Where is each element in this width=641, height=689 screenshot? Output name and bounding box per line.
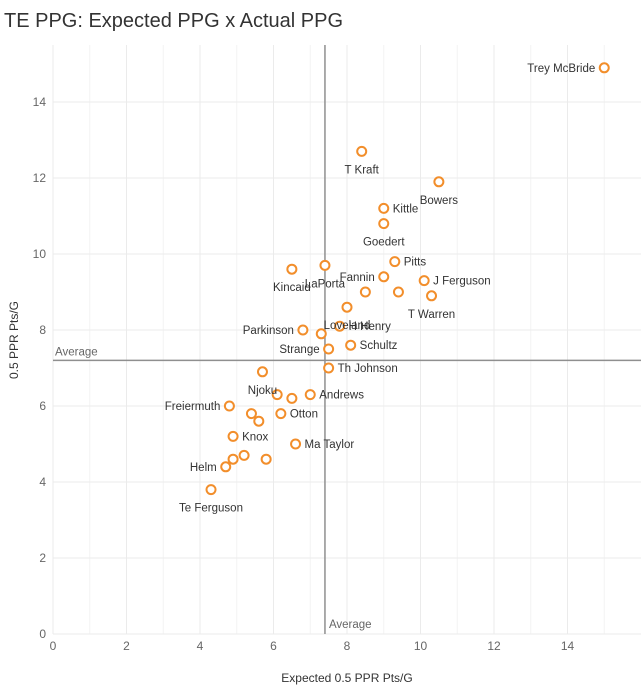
data-point bbox=[256, 366, 268, 378]
data-point bbox=[378, 202, 390, 214]
x-tick-label: 4 bbox=[197, 639, 204, 653]
point-label: Otton bbox=[290, 409, 318, 421]
point-label: T Kraft bbox=[345, 164, 380, 176]
point-label: Trey McBride bbox=[527, 63, 595, 75]
point-label: Ma Taylor bbox=[305, 439, 355, 451]
point-label: Pitts bbox=[404, 257, 427, 269]
point-label: LaPorta bbox=[305, 278, 346, 290]
data-point bbox=[378, 218, 390, 230]
data-point bbox=[227, 453, 239, 465]
point-label: Kittle bbox=[393, 203, 419, 215]
y-tick-label: 14 bbox=[33, 95, 47, 109]
data-points bbox=[205, 62, 610, 496]
data-point bbox=[359, 286, 371, 298]
x-average-label: Average bbox=[329, 619, 372, 631]
point-label: Freiermuth bbox=[165, 401, 221, 413]
y-tick-label: 8 bbox=[39, 323, 46, 337]
y-tick-label: 0 bbox=[39, 627, 46, 641]
data-point bbox=[253, 415, 265, 427]
data-point bbox=[286, 392, 298, 404]
x-tick-label: 14 bbox=[561, 639, 575, 653]
point-label: Schultz bbox=[360, 340, 398, 352]
point-label: Parkinson bbox=[243, 325, 294, 337]
y-tick-label: 10 bbox=[33, 247, 47, 261]
y-average-label: Average bbox=[55, 346, 98, 358]
x-tick-label: 10 bbox=[414, 639, 428, 653]
point-label: Fannin bbox=[340, 272, 375, 284]
average-lines: Average Average bbox=[53, 45, 641, 634]
data-point bbox=[341, 301, 353, 313]
data-point bbox=[227, 430, 239, 442]
data-point bbox=[389, 256, 401, 268]
data-point bbox=[271, 389, 283, 401]
data-point bbox=[275, 408, 287, 420]
point-label: J Ferguson bbox=[433, 276, 491, 288]
data-point bbox=[238, 449, 250, 461]
data-point bbox=[334, 320, 346, 332]
y-axis-title: 0.5 PPR Pts/G bbox=[7, 301, 21, 379]
chart-title: TE PPG: Expected PPG x Actual PPG bbox=[4, 10, 344, 32]
point-label: Th Johnson bbox=[338, 363, 398, 375]
point-label: Te Ferguson bbox=[179, 503, 243, 515]
data-point bbox=[205, 484, 217, 496]
y-tick-label: 12 bbox=[33, 171, 47, 185]
x-tick-label: 12 bbox=[487, 639, 501, 653]
data-point bbox=[223, 400, 235, 412]
data-point bbox=[392, 286, 404, 298]
data-point bbox=[315, 328, 327, 340]
point-label: Helm bbox=[190, 462, 217, 474]
point-label: H Henry bbox=[349, 321, 391, 333]
x-axis-title: Expected 0.5 PPR Pts/G bbox=[281, 671, 412, 685]
y-tick-label: 2 bbox=[39, 551, 46, 565]
data-point bbox=[290, 438, 302, 450]
x-tick-label: 0 bbox=[50, 639, 57, 653]
x-tick-label: 8 bbox=[344, 639, 351, 653]
data-point bbox=[323, 362, 335, 374]
data-point bbox=[260, 453, 272, 465]
data-point bbox=[323, 343, 335, 355]
x-tick-label: 2 bbox=[123, 639, 130, 653]
data-point bbox=[356, 145, 368, 157]
point-label: Kincaid bbox=[273, 282, 311, 294]
grid-lines bbox=[52, 45, 641, 635]
data-point bbox=[433, 176, 445, 188]
data-point bbox=[319, 259, 331, 271]
data-point bbox=[220, 461, 232, 473]
point-label: Bowers bbox=[420, 195, 459, 207]
point-label: Andrews bbox=[319, 390, 364, 402]
data-point bbox=[418, 275, 430, 287]
point-label: Njoku bbox=[248, 385, 277, 397]
point-label: Goedert bbox=[363, 237, 405, 249]
data-point bbox=[245, 408, 257, 420]
x-tick-label: 6 bbox=[270, 639, 277, 653]
data-point bbox=[286, 263, 298, 275]
y-tick-label: 6 bbox=[39, 399, 46, 413]
data-point bbox=[378, 271, 390, 283]
y-tick-label: 4 bbox=[39, 475, 46, 489]
data-point bbox=[426, 290, 438, 302]
data-point bbox=[304, 389, 316, 401]
tick-labels: 0 2 4 6 8 10 12 14 0 2 4 6 8 10 12 14 bbox=[33, 95, 575, 653]
data-point bbox=[598, 62, 610, 74]
point-label: T Warren bbox=[408, 309, 455, 321]
data-point bbox=[345, 339, 357, 351]
point-label: Loveland bbox=[324, 320, 371, 332]
point-label: Knox bbox=[242, 431, 268, 443]
point-label: Strange bbox=[279, 344, 319, 356]
data-point bbox=[297, 324, 309, 336]
